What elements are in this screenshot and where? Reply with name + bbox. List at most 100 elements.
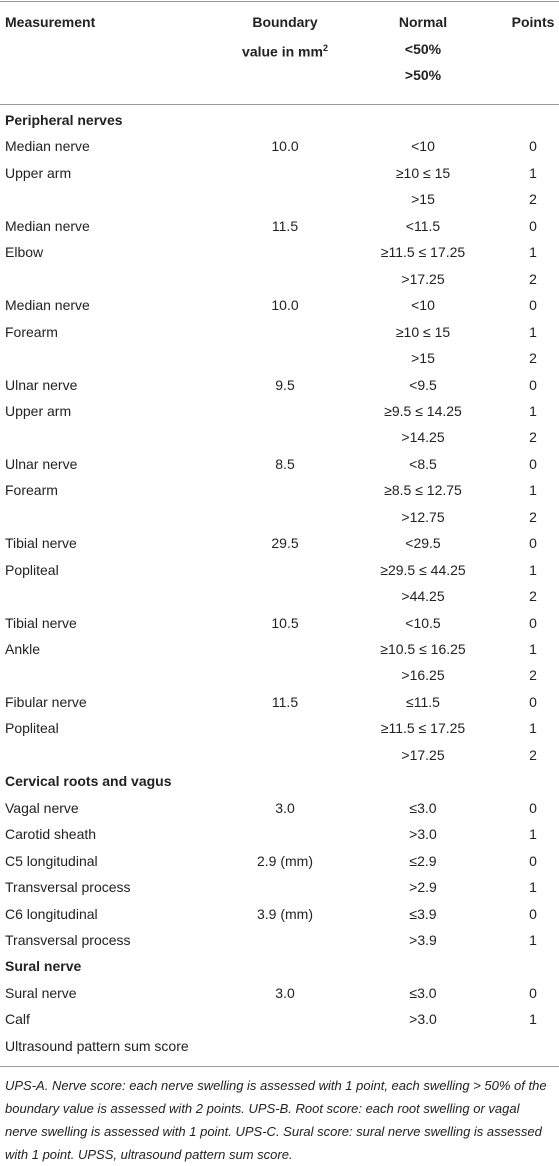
normal-cell: >3.0 xyxy=(409,826,437,843)
normal-cell: ≤3.0 xyxy=(409,984,437,1001)
header-cell: Normal xyxy=(398,14,448,30)
points-cell: 1 xyxy=(529,641,537,657)
measurement-cell: Upper arm xyxy=(5,402,72,419)
boundary-cell: 3.0 xyxy=(275,984,295,1001)
normal-cell: ≥9.5 ≤ 14.25 xyxy=(384,402,462,419)
normal-cell: >2.9 xyxy=(409,879,437,896)
measurement-cell: C6 longitudinal xyxy=(5,905,98,922)
boundary-cell: 10.5 xyxy=(271,614,299,631)
header-text: value in mm xyxy=(242,43,323,60)
boundary-cell: 3.0 xyxy=(275,799,295,816)
normal-cell: ≥29.5 ≤ 44.25 xyxy=(380,561,466,578)
points-cell: 2 xyxy=(529,746,537,763)
measurement-cell: Popliteal xyxy=(5,561,59,578)
measurement-cell: Ulnar nerve xyxy=(5,376,78,393)
normal-cell: >14.25 xyxy=(401,429,445,446)
boundary-cell: 11.5 xyxy=(271,217,299,234)
measurement-cell: Sural nerve xyxy=(5,984,77,1001)
points-cell: 2 xyxy=(529,588,537,605)
points-cell: 0 xyxy=(529,614,537,631)
points-cell: 2 xyxy=(529,270,537,287)
measurement-cell: C5 longitudinal xyxy=(5,852,98,869)
points-cell: 0 xyxy=(529,799,537,816)
normal-cell: ≤11.5 xyxy=(406,693,440,710)
points-cell: 1 xyxy=(529,244,537,261)
normal-cell: >44.25 xyxy=(401,588,445,605)
header-cell: <50% xyxy=(404,41,442,57)
measurement-cell: Popliteal xyxy=(5,720,59,737)
points-cell: 0 xyxy=(529,297,537,314)
rule xyxy=(0,1,559,2)
normal-cell: ≤3.0 xyxy=(409,799,437,816)
normal-cell: >16.25 xyxy=(401,667,445,684)
measurement-cell: Ulnar nerve xyxy=(5,455,78,472)
normal-cell: <29.5 xyxy=(405,535,441,552)
boundary-cell: 29.5 xyxy=(271,535,299,552)
measurement-cell: Carotid sheath xyxy=(5,826,97,843)
points-cell: 2 xyxy=(529,350,537,367)
measurement-cell: Ankle xyxy=(5,641,41,657)
normal-cell: >15 xyxy=(411,350,435,367)
boundary-cell: 10.0 xyxy=(271,138,299,155)
normal-cell: ≥8.5 ≤ 12.75 xyxy=(384,482,462,499)
boundary-cell: 2.9 (mm) xyxy=(257,852,313,869)
header-cell: Points xyxy=(511,14,555,30)
points-cell: 0 xyxy=(529,535,537,552)
normal-cell: <10 xyxy=(411,297,435,314)
normal-cell: >17.25 xyxy=(401,270,445,287)
normal-cell: ≥11.5 ≤ 17.25 xyxy=(380,720,466,737)
header-cell: Measurement xyxy=(5,14,96,30)
measurement-cell: Tibial nerve xyxy=(5,535,77,552)
boundary-cell: 10.0 xyxy=(271,297,299,314)
points-cell: 1 xyxy=(529,561,537,578)
points-cell: 2 xyxy=(529,191,537,208)
measurement-cell: Forearm xyxy=(5,323,58,340)
points-cell: 0 xyxy=(529,455,537,472)
points-cell: 0 xyxy=(529,905,537,922)
normal-cell: ≥11.5 ≤ 17.25 xyxy=(380,244,466,261)
points-cell: 1 xyxy=(529,720,537,737)
points-cell: 2 xyxy=(529,429,537,446)
points-cell: 1 xyxy=(529,1011,537,1028)
measurement-cell: Transversal process xyxy=(5,879,131,896)
measurement-cell: Elbow xyxy=(5,244,44,261)
normal-cell: >17.25 xyxy=(401,746,445,763)
measurement-cell: Upper arm xyxy=(5,164,72,181)
normal-cell: ≥10.5 ≤ 16.25 xyxy=(380,641,466,657)
normal-cell: <10.5 xyxy=(405,614,441,631)
measurement-cell: Ultrasound pattern sum score xyxy=(5,1037,189,1054)
points-cell: 1 xyxy=(529,164,537,181)
normal-cell: <8.5 xyxy=(409,455,437,472)
points-cell: 0 xyxy=(529,984,537,1001)
header-cell: value in mm2 xyxy=(215,35,355,61)
measurement-cell: Median nerve xyxy=(5,217,90,234)
points-cell: 1 xyxy=(529,931,537,948)
rule xyxy=(0,1066,559,1067)
measurement-cell: Calf xyxy=(5,1011,30,1028)
rule xyxy=(0,104,559,105)
points-cell: 0 xyxy=(529,138,537,155)
points-cell: 2 xyxy=(529,667,537,684)
superscript: 2 xyxy=(322,43,328,53)
boundary-cell: 11.5 xyxy=(271,693,299,710)
measurement-cell: Forearm xyxy=(5,482,58,499)
normal-cell: >15 xyxy=(411,191,435,208)
section-header: Cervical roots and vagus xyxy=(5,773,172,790)
measurement-cell: Tibial nerve xyxy=(5,614,77,631)
header-cell: >50% xyxy=(404,67,442,83)
boundary-cell: 8.5 xyxy=(275,455,295,472)
points-cell: 1 xyxy=(529,323,537,340)
footnote: UPS-A. Nerve score: each nerve swelling … xyxy=(5,1078,547,1162)
section-header: Sural nerve xyxy=(5,958,82,975)
header-cell: Boundary xyxy=(252,14,318,30)
normal-cell: <10 xyxy=(411,138,435,155)
points-cell: 2 xyxy=(529,508,537,525)
points-cell: 1 xyxy=(529,482,537,499)
normal-cell: >12.75 xyxy=(401,508,445,525)
measurement-cell: Fibular nerve xyxy=(5,693,87,710)
normal-cell: ≥10 ≤ 15 xyxy=(395,323,451,340)
measurement-cell: Median nerve xyxy=(5,138,90,155)
measurement-cell: Transversal process xyxy=(5,931,131,948)
normal-cell: ≤3.9 xyxy=(409,905,437,922)
